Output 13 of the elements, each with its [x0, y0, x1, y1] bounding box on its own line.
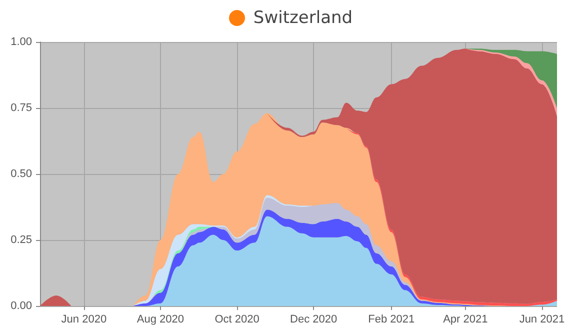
- x-tick-label: Jun 2020: [61, 314, 107, 326]
- y-tick-label: 0.00: [10, 300, 32, 312]
- y-tick-label: 0.50: [10, 168, 32, 180]
- y-tick-label: 1.00: [10, 36, 32, 48]
- y-tick-label: 0.25: [10, 234, 32, 246]
- x-tick-label: Dec 2020: [290, 314, 338, 326]
- x-tick-label: Apr 2021: [443, 314, 488, 326]
- x-tick-label: Aug 2020: [136, 314, 184, 326]
- y-tick-label: 0.75: [10, 102, 32, 114]
- x-tick-label: Feb 2021: [368, 314, 415, 326]
- x-tick-label: Jun 2021: [519, 314, 565, 326]
- x-tick-label: Oct 2020: [214, 314, 260, 326]
- chart-title: Switzerland: [253, 8, 353, 28]
